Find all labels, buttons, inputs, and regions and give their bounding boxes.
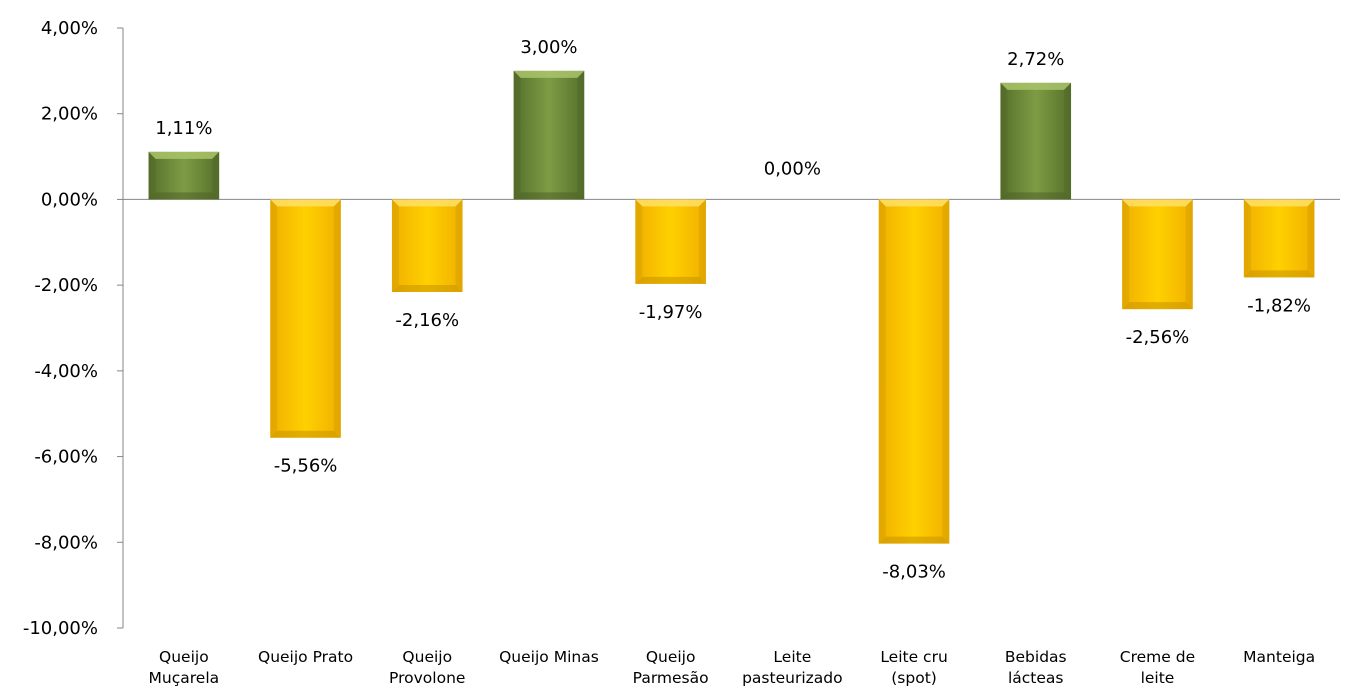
y-tick-label: -4,00% — [34, 361, 98, 382]
category-label: Leite pasteurizado — [742, 648, 843, 687]
data-label: -2,56% — [1126, 327, 1190, 348]
data-label: -2,16% — [395, 310, 459, 331]
bar — [1243, 199, 1315, 278]
category-labels: Queijo Muçarela Queijo Prato Queijo Provolon… — [149, 648, 1316, 687]
bar — [878, 199, 950, 544]
y-tick-label: -10,00% — [23, 618, 98, 639]
category-label: Bebidas lácteas — [1005, 648, 1067, 687]
y-tick-label: 4,00% — [41, 18, 98, 39]
bar — [1000, 82, 1072, 200]
bars — [148, 70, 1315, 544]
bar — [1122, 199, 1193, 310]
data-labels: 1,11% -5,56% -2,16% 3,00% -1,97% 0,00% -8,03% 2… — [155, 37, 1311, 583]
data-label: -8,03% — [882, 562, 946, 583]
category-label: Queijo Muçarela — [149, 648, 220, 687]
bar — [391, 199, 463, 292]
y-tick-label: -8,00% — [34, 532, 98, 553]
data-label: 2,72% — [1007, 49, 1064, 70]
category-label: Creme de leite — [1120, 648, 1195, 687]
data-label: 1,11% — [155, 118, 212, 139]
bar — [270, 199, 341, 438]
y-axis: 4,00% 2,00% 0,00% -2,00% -4,00% -6,00% -8,00% -… — [23, 18, 1340, 639]
data-label: 3,00% — [520, 37, 577, 58]
y-tick-label: 0,00% — [41, 189, 98, 210]
category-label: Queijo Parmesão — [633, 648, 709, 687]
bar — [513, 70, 585, 200]
data-label: -1,82% — [1247, 295, 1311, 316]
category-label: Queijo Provolone — [389, 648, 465, 687]
data-label: 0,00% — [764, 158, 821, 179]
category-label: Queijo Prato — [258, 648, 353, 666]
category-label: Manteiga — [1243, 648, 1315, 666]
y-tick-label: 2,00% — [41, 104, 98, 125]
y-tick-label: -6,00% — [34, 447, 98, 468]
data-label: -1,97% — [639, 302, 703, 323]
category-label: Leite cru (spot) — [880, 648, 947, 687]
data-label: -5,56% — [274, 456, 338, 477]
y-tick-label: -2,00% — [34, 275, 98, 296]
category-label: Queijo Minas — [499, 648, 599, 666]
bar — [148, 151, 220, 200]
bar — [635, 199, 706, 284]
